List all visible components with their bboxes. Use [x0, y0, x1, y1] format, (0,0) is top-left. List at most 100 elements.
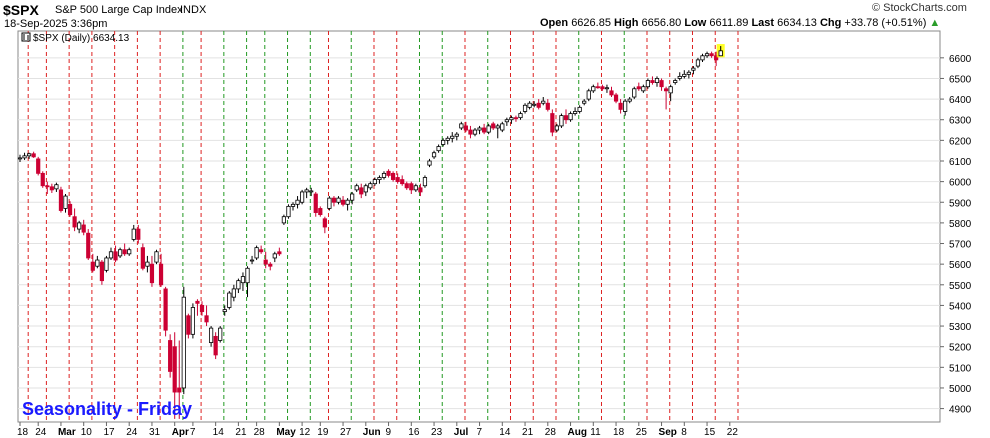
- candle: [345, 198, 350, 211]
- candle-body: [600, 86, 605, 90]
- y-tick-label: 5900: [949, 198, 972, 209]
- candle: [154, 249, 159, 265]
- candle-body: [277, 251, 282, 255]
- candle-body: [40, 172, 45, 187]
- candle: [481, 123, 487, 135]
- candle-body: [500, 123, 505, 131]
- candle: [199, 301, 205, 316]
- candle-body: [208, 327, 214, 343]
- candle-body: [491, 123, 496, 129]
- candle-body: [54, 184, 59, 190]
- candle: [286, 204, 291, 219]
- candle-body: [468, 129, 473, 135]
- candle-body: [145, 261, 150, 267]
- candle: [322, 216, 327, 234]
- candle: [586, 88, 591, 102]
- candle-body: [627, 98, 632, 102]
- candle: [573, 107, 578, 116]
- candle-body: [49, 186, 54, 191]
- candle: [436, 144, 441, 153]
- candle: [195, 299, 200, 316]
- candle-body: [354, 185, 359, 191]
- candle-body: [577, 106, 582, 112]
- last-label: Last: [751, 17, 775, 29]
- candle-body: [45, 185, 50, 188]
- candle: [213, 332, 218, 360]
- bar-chart-icon: [21, 32, 31, 42]
- x-tick-label: Jul: [454, 427, 469, 438]
- exchange-label: INDX: [180, 4, 207, 16]
- candle-body: [400, 179, 405, 185]
- x-tick-label: 22: [727, 427, 739, 438]
- candle: [177, 340, 182, 419]
- candle: [149, 255, 155, 287]
- candle: [568, 111, 573, 122]
- candle: [127, 247, 132, 256]
- candle: [627, 97, 632, 104]
- candle-body: [386, 170, 391, 176]
- candle: [700, 53, 705, 62]
- candle-body: [632, 88, 637, 98]
- candle-body: [623, 100, 628, 112]
- candle-body: [222, 309, 227, 313]
- low-value: 6611.89: [709, 17, 749, 29]
- candle-body: [263, 259, 268, 265]
- candle: [668, 84, 673, 102]
- candle: [181, 286, 186, 395]
- candle: [249, 255, 255, 265]
- y-tick-label: 6000: [949, 178, 972, 189]
- candle-body: [431, 152, 437, 158]
- candle: [359, 183, 364, 199]
- candle-body: [559, 115, 564, 127]
- candle-body: [95, 259, 100, 267]
- x-tick-label: Aug: [568, 427, 587, 438]
- candle: [386, 169, 391, 178]
- candle: [500, 121, 505, 133]
- candle: [290, 202, 296, 211]
- candle: [331, 196, 337, 207]
- candle: [559, 113, 564, 128]
- candle: [536, 99, 541, 110]
- candle-body: [454, 133, 459, 137]
- candle: [431, 150, 437, 159]
- candle: [522, 103, 528, 114]
- candle-body: [131, 228, 136, 240]
- candle: [86, 229, 91, 261]
- candle-body: [668, 86, 673, 94]
- candle: [281, 214, 287, 225]
- candle-body: [509, 117, 514, 121]
- candle: [468, 125, 473, 139]
- candle-body: [90, 261, 95, 271]
- candle: [513, 115, 519, 122]
- candle-body: [609, 90, 614, 96]
- candle-body: [395, 177, 400, 183]
- candle-body: [26, 153, 32, 157]
- candle: [554, 123, 560, 133]
- candle: [377, 175, 382, 184]
- candle: [518, 111, 523, 120]
- candle-body: [586, 90, 591, 100]
- candle-body: [714, 55, 719, 61]
- candle-body: [118, 249, 123, 257]
- candle-body: [322, 218, 327, 228]
- candle: [304, 187, 309, 199]
- x-tick-label: 24: [35, 427, 47, 438]
- candle: [654, 76, 660, 87]
- candle-body: [495, 125, 500, 129]
- candle-body: [231, 288, 236, 298]
- candle: [641, 84, 646, 93]
- candle: [158, 253, 164, 287]
- candle: [709, 51, 714, 58]
- candle-body: [368, 183, 373, 189]
- candle-body: [72, 216, 77, 228]
- candle: [263, 251, 268, 269]
- candle: [218, 326, 223, 343]
- candle: [532, 101, 537, 108]
- candle-body: [81, 224, 86, 233]
- x-tick-label: 7: [477, 427, 483, 438]
- seasonality-annotation: Seasonality - Friday: [22, 399, 192, 419]
- candle: [509, 115, 514, 124]
- candle: [368, 181, 373, 190]
- candle-body: [22, 155, 27, 159]
- candle-body: [377, 177, 382, 180]
